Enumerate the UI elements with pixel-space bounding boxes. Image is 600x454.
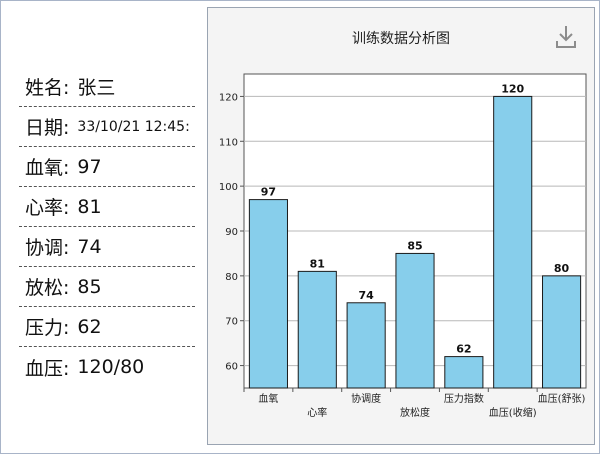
bar-value-label: 85 <box>407 239 422 252</box>
y-tick-label: 80 <box>225 272 238 283</box>
bar <box>542 275 582 389</box>
metric-value: 97 <box>77 155 102 178</box>
metric-row-relaxation: 放松: 85 <box>19 267 195 307</box>
bar-value-label: 97 <box>261 186 276 199</box>
x-tick-label: 血氧 <box>258 392 278 405</box>
download-icon[interactable] <box>554 24 578 50</box>
y-tick-label: 60 <box>225 362 238 373</box>
x-tick-label: 血压(收缩) <box>489 406 537 419</box>
metric-row-blood-oxygen: 血氧: 97 <box>19 147 195 187</box>
bar <box>248 199 288 389</box>
metric-row-stress: 压力: 62 <box>19 307 195 347</box>
y-tick-label: 100 <box>219 182 238 193</box>
bar-value-label: 74 <box>358 289 374 302</box>
x-tick-label: 协调度 <box>351 392 381 405</box>
name-value: 张三 <box>77 77 116 99</box>
bar-value-label: 120 <box>501 82 524 95</box>
bar-value-label: 81 <box>310 257 325 270</box>
metric-label: 压力: <box>25 317 70 339</box>
metric-value: 62 <box>77 315 102 338</box>
metric-label: 心率: <box>25 197 70 219</box>
date-label: 日期: <box>25 117 70 139</box>
bar <box>493 95 533 389</box>
metric-value: 120/80 <box>77 356 145 378</box>
metric-label: 血氧: <box>25 157 70 179</box>
x-tick-label: 压力指数 <box>444 392 484 405</box>
bar <box>444 356 484 389</box>
y-tick-label: 90 <box>225 227 238 238</box>
info-panel: 姓名: 张三 日期: 33/10/21 12:45: 血氧: 97 心率: 81… <box>19 67 195 387</box>
metric-label: 协调: <box>25 237 70 259</box>
metric-value: 74 <box>77 235 102 258</box>
y-tick-label: 120 <box>219 92 238 103</box>
date-row: 日期: 33/10/21 12:45: <box>19 107 195 147</box>
date-value: 33/10/21 12:45: <box>77 118 190 135</box>
bar-value-label: 62 <box>456 343 471 356</box>
x-tick-label: 心率 <box>307 406 327 419</box>
bar-value-label: 80 <box>554 262 570 275</box>
chart-title: 训练数据分析图 <box>352 31 450 47</box>
metric-row-heart-rate: 心率: 81 <box>19 187 195 227</box>
metric-row-coordination: 协调: 74 <box>19 227 195 267</box>
name-label: 姓名: <box>25 77 70 99</box>
y-tick-label: 110 <box>219 137 238 148</box>
metric-value: 85 <box>77 275 102 298</box>
bar <box>297 270 337 389</box>
metric-label: 放松: <box>25 277 70 299</box>
y-tick-label: 70 <box>225 317 238 328</box>
metric-row-blood-pressure: 血压: 120/80 <box>19 347 195 387</box>
name-row: 姓名: 张三 <box>19 67 195 107</box>
metric-label: 血压: <box>25 357 70 380</box>
bar <box>395 252 435 389</box>
metric-value: 81 <box>77 195 102 218</box>
bar-chart: 60 70 80 90 100 110 120 97 血氧 81 心率 74 协调度 85 放松度 62 压力指… <box>219 73 587 419</box>
x-tick-label: 放松度 <box>400 406 430 419</box>
chart-panel: 60 70 80 90 100 110 120 97 血氧 81 心率 74 协调度 85 放松度 62 压力指… <box>207 7 595 445</box>
x-tick-label: 血压(舒张) <box>538 392 586 405</box>
bar <box>346 302 386 389</box>
